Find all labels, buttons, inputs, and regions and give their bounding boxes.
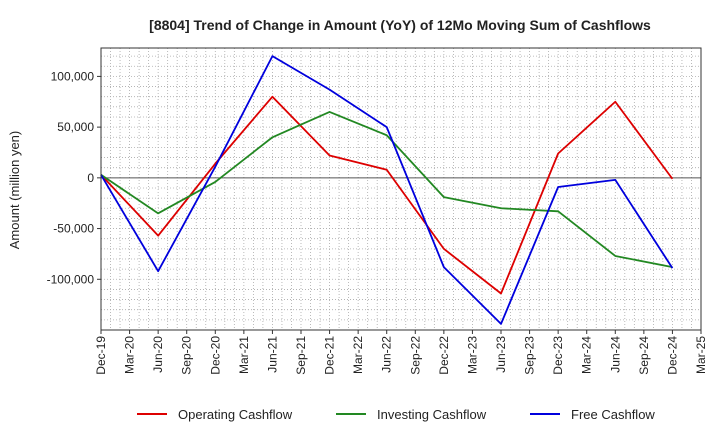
series-layer <box>100 55 674 325</box>
series-line-operating-cashflow <box>100 95 674 295</box>
y-tick-label: 0 <box>87 171 94 185</box>
x-tick-label: Sep-20 <box>180 336 194 375</box>
y-tick-label: -50,000 <box>53 222 94 236</box>
y-axis-ticks: 100,000 50,000 0 -50,000 -100,000 <box>47 69 101 286</box>
legend: Operating Cashflow Investing Cashflow Free… <box>137 407 655 422</box>
x-tick-label: Sep-22 <box>408 336 422 375</box>
x-tick-label: Jun-21 <box>265 336 279 373</box>
x-tick-label: Jun-22 <box>380 336 394 373</box>
legend-label-free-cashflow: Free Cashflow <box>571 407 655 422</box>
legend-label-investing-cashflow: Investing Cashflow <box>377 407 487 422</box>
x-tick-label: Sep-21 <box>294 336 308 375</box>
x-tick-label: Mar-20 <box>123 336 137 374</box>
x-tick-label: Dec-19 <box>94 336 108 375</box>
x-axis-ticks: Dec-19 Mar-20 Jun-20 Sep-20 Dec-20 Mar-21 Jun-… <box>94 330 708 375</box>
x-tick-label: Mar-23 <box>465 336 479 374</box>
legend-label-operating-cashflow: Operating Cashflow <box>178 407 293 422</box>
x-tick-label: Mar-24 <box>580 336 594 374</box>
y-tick-label: 50,000 <box>57 120 94 134</box>
x-tick-label: Mar-21 <box>237 336 251 374</box>
x-tick-label: Jun-23 <box>494 336 508 373</box>
x-tick-label: Sep-23 <box>523 336 537 375</box>
x-tick-label: Dec-23 <box>551 336 565 375</box>
series-line-free-cashflow <box>100 55 674 325</box>
x-tick-label: Mar-22 <box>351 336 365 374</box>
x-tick-label: Sep-24 <box>637 336 651 375</box>
x-tick-label: Dec-20 <box>208 336 222 375</box>
x-tick-label: Mar-25 <box>694 336 708 374</box>
y-tick-label: -100,000 <box>47 272 95 286</box>
x-tick-label: Jun-24 <box>608 336 622 373</box>
x-tick-label: Jun-20 <box>151 336 165 373</box>
x-tick-label: Dec-21 <box>323 336 337 375</box>
chart-title: [8804] Trend of Change in Amount (YoY) o… <box>149 17 651 33</box>
x-tick-label: Dec-22 <box>437 336 451 375</box>
y-tick-label: 100,000 <box>51 69 95 83</box>
series-line-investing-cashflow <box>100 111 673 268</box>
x-tick-label: Dec-24 <box>665 336 679 375</box>
plot-area-frame <box>100 47 702 331</box>
y-axis-title: Amount (million yen) <box>7 131 22 250</box>
